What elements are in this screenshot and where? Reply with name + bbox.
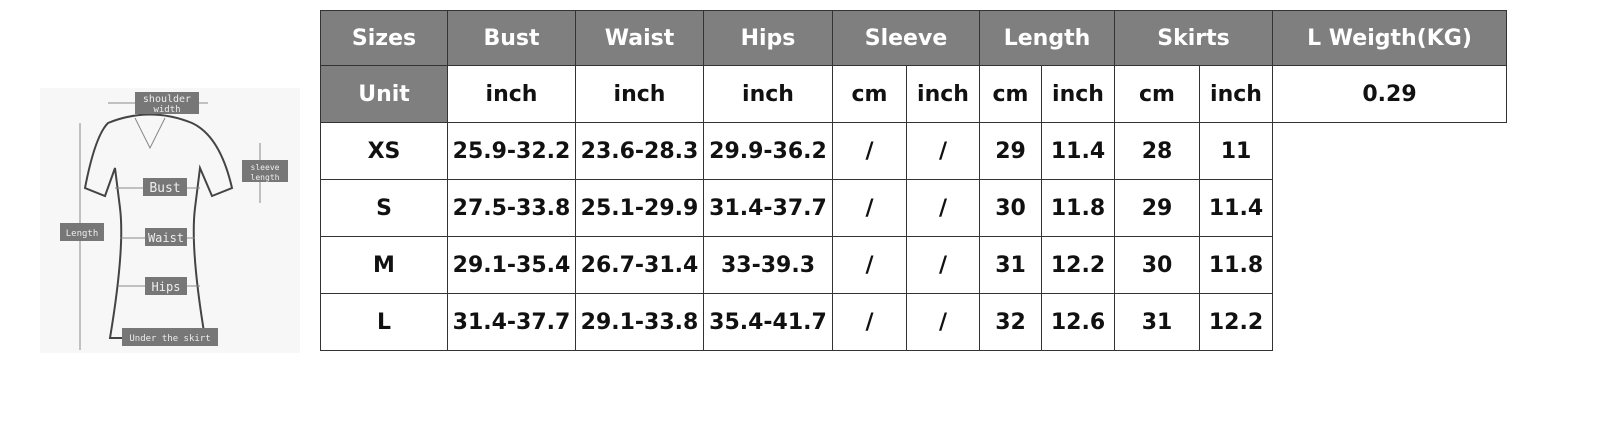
table-row: L 31.4-37.7 29.1-33.8 35.4-41.7//32 12.6 31 12… xyxy=(320,293,1507,351)
value-cell: 11.4 xyxy=(1041,122,1115,180)
label-sleeve-length: length xyxy=(251,173,280,182)
size-cell: XS xyxy=(320,122,448,180)
value-cell: 12.2 xyxy=(1199,293,1273,351)
value-cell: 12.6 xyxy=(1041,293,1115,351)
value-cell: / xyxy=(906,122,980,180)
table-row: S 27.5-33.8 25.1-29.9 31.4-37.7//30 11.8 29 11… xyxy=(320,179,1507,237)
value-cell: 11.4 xyxy=(1199,179,1273,237)
value-cell: 25.1-29.9 xyxy=(575,179,704,237)
value-cell: / xyxy=(906,293,980,351)
value-cell: 11.8 xyxy=(1041,179,1115,237)
dress-measurement-diagram: shoulder width sleeve length Bust Waist … xyxy=(40,88,300,353)
label-width: width xyxy=(153,105,180,115)
unit-row: Unit inch inch inch cm inch cm inch cm i… xyxy=(320,65,1507,123)
value-cell: 11.8 xyxy=(1199,236,1273,294)
weight-cell: 0.29 xyxy=(1272,65,1507,123)
label-bust: Bust xyxy=(149,181,180,196)
value-cell: 32 xyxy=(979,293,1042,351)
label-waist: Waist xyxy=(148,231,184,245)
size-cell: L xyxy=(320,293,448,351)
unit-cell: inch xyxy=(1041,65,1115,123)
value-cell: / xyxy=(832,179,907,237)
table-row: XS 25.9-32.2 23.6-28.3 29.9-36.2//29 11.4 28 1… xyxy=(320,122,1507,180)
value-cell: 31 xyxy=(1114,293,1200,351)
unit-cell: inch xyxy=(703,65,833,123)
value-cell: 29.9-36.2 xyxy=(703,122,833,180)
unit-cell: inch xyxy=(1199,65,1273,123)
header-waist: Waist xyxy=(575,10,704,66)
value-cell: 28 xyxy=(1114,122,1200,180)
header-hips: Hips xyxy=(703,10,833,66)
header-bust: Bust xyxy=(447,10,576,66)
value-cell: 31 xyxy=(979,236,1042,294)
table-row: M 29.1-35.4 26.7-31.4 33-39.3//31 12.2 30 11.8 xyxy=(320,236,1507,294)
value-cell: 29.1-33.8 xyxy=(575,293,704,351)
unit-cell: cm xyxy=(832,65,907,123)
value-cell: / xyxy=(832,293,907,351)
value-cell: / xyxy=(832,236,907,294)
value-cell: 27.5-33.8 xyxy=(447,179,576,237)
header-sizes: Sizes xyxy=(320,10,448,66)
unit-cell: cm xyxy=(979,65,1042,123)
value-cell: / xyxy=(832,122,907,180)
unit-label: Unit xyxy=(320,65,448,123)
value-cell: / xyxy=(906,179,980,237)
label-under-skirt: Under the skirt xyxy=(129,334,210,344)
value-cell: 12.2 xyxy=(1041,236,1115,294)
unit-cell: cm xyxy=(1114,65,1200,123)
size-chart-table: Sizes Bust Waist Hips Sleeve Length Skir… xyxy=(320,10,1507,351)
value-cell: 31.4-37.7 xyxy=(703,179,833,237)
header-sleeve: Sleeve xyxy=(832,10,980,66)
value-cell: 29 xyxy=(1114,179,1200,237)
header-length: Length xyxy=(979,10,1115,66)
value-cell: 29 xyxy=(979,122,1042,180)
value-cell: 26.7-31.4 xyxy=(575,236,704,294)
unit-cell: inch xyxy=(447,65,576,123)
value-cell: 30 xyxy=(1114,236,1200,294)
value-cell: 23.6-28.3 xyxy=(575,122,704,180)
label-length: Length xyxy=(66,229,99,239)
value-cell: 11 xyxy=(1199,122,1273,180)
label-sleeve: sleeve xyxy=(251,163,280,172)
size-cell: S xyxy=(320,179,448,237)
value-cell: 33-39.3 xyxy=(703,236,833,294)
header-weight: L Weigth(KG) xyxy=(1272,10,1507,66)
size-cell: M xyxy=(320,236,448,294)
label-hips: Hips xyxy=(152,280,181,294)
value-cell: 25.9-32.2 xyxy=(447,122,576,180)
value-cell: 31.4-37.7 xyxy=(447,293,576,351)
header-row: Sizes Bust Waist Hips Sleeve Length Skir… xyxy=(320,10,1507,66)
unit-cell: inch xyxy=(906,65,980,123)
value-cell: 35.4-41.7 xyxy=(703,293,833,351)
value-cell: 30 xyxy=(979,179,1042,237)
label-shoulder: shoulder xyxy=(143,94,191,105)
header-skirts: Skirts xyxy=(1114,10,1273,66)
unit-cell: inch xyxy=(575,65,704,123)
value-cell: / xyxy=(906,236,980,294)
value-cell: 29.1-35.4 xyxy=(447,236,576,294)
